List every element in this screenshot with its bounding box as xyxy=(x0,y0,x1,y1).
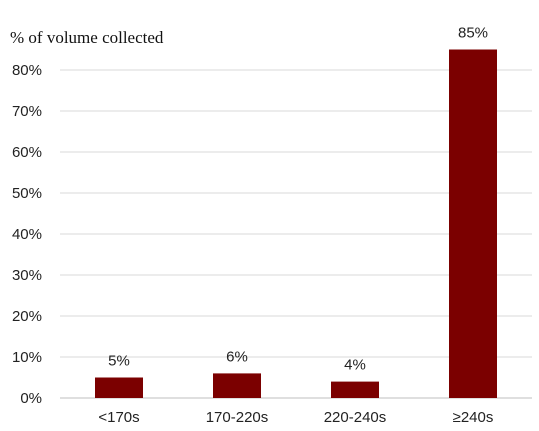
x-tick-label: <170s xyxy=(98,409,139,426)
x-tick-label: 170-220s xyxy=(206,409,269,426)
data-labels: 5% 6% 4% 85% xyxy=(108,25,488,374)
y-tick-label: 0% xyxy=(20,390,42,407)
y-tick-label: 40% xyxy=(12,226,42,243)
y-tick-label: 10% xyxy=(12,349,42,366)
bar-2 xyxy=(331,381,379,398)
bar-0 xyxy=(95,377,143,398)
y-tick-label: 30% xyxy=(12,267,42,284)
data-label: 5% xyxy=(108,353,130,370)
data-label: 6% xyxy=(226,348,248,365)
x-tick-label: ≥240s xyxy=(453,409,494,426)
y-tick-label: 70% xyxy=(12,103,42,120)
y-tick-label: 20% xyxy=(12,308,42,325)
data-label: 85% xyxy=(458,25,488,42)
y-axis-ticks: 0% 10% 20% 30% 40% 50% 60% 70% 80% xyxy=(12,62,42,407)
data-label: 4% xyxy=(344,357,366,374)
bars xyxy=(95,49,497,398)
x-axis-ticks: <170s 170-220s 220-240s ≥240s xyxy=(98,409,493,426)
bar-3 xyxy=(449,49,497,398)
x-tick-label: 220-240s xyxy=(324,409,387,426)
y-axis-label: % of volume collected xyxy=(10,28,164,47)
y-tick-label: 80% xyxy=(12,62,42,79)
gridlines xyxy=(60,69,532,399)
y-tick-label: 60% xyxy=(12,144,42,161)
bar-1 xyxy=(213,373,261,398)
y-tick-label: 50% xyxy=(12,185,42,202)
